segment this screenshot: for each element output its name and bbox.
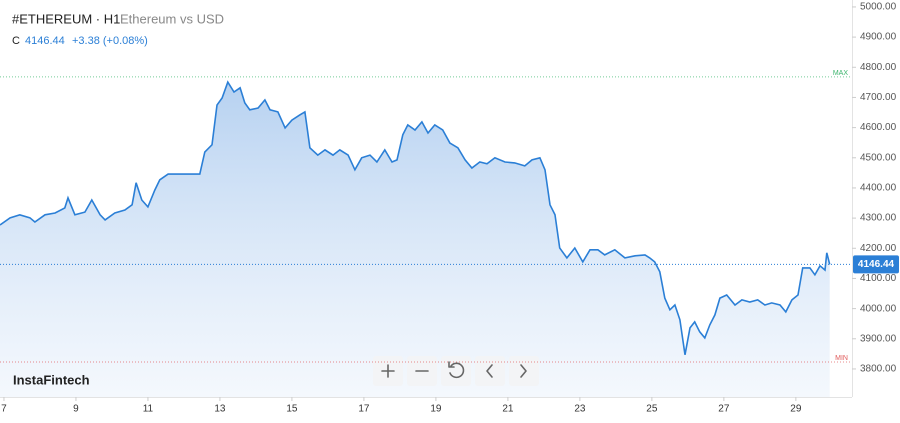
scroll-right-button[interactable] bbox=[509, 356, 539, 386]
x-tick-label: 19 bbox=[430, 404, 442, 415]
toolbar bbox=[373, 356, 539, 386]
chart-subtitle: Ethereum vs USD bbox=[120, 11, 224, 26]
last-price-box bbox=[853, 255, 899, 274]
y-tick-label: 4600.00 bbox=[860, 122, 897, 133]
y-tick-label: 4500.00 bbox=[860, 152, 897, 163]
icon bbox=[520, 364, 527, 378]
icon bbox=[381, 364, 395, 378]
level-label: MIN bbox=[835, 355, 848, 362]
x-tick-label: 27 bbox=[718, 404, 730, 415]
x-tick-label: 25 bbox=[646, 404, 658, 415]
last-price-label: 4146.44 bbox=[858, 259, 895, 270]
x-tick-label: 23 bbox=[574, 404, 586, 415]
y-tick-label: 4200.00 bbox=[860, 243, 897, 254]
reset-button[interactable] bbox=[441, 356, 471, 386]
x-tick-label: 13 bbox=[214, 404, 226, 415]
y-tick-label: 4700.00 bbox=[860, 92, 897, 103]
y-tick-label: 5000.00 bbox=[860, 2, 897, 13]
x-tick-label: 21 bbox=[502, 404, 514, 415]
x-tick-label: 29 bbox=[790, 404, 802, 415]
y-tick-label: 4300.00 bbox=[860, 213, 897, 224]
area-fill bbox=[0, 82, 830, 397]
y-tick-label: 4100.00 bbox=[860, 273, 897, 284]
y-tick-label: 4000.00 bbox=[860, 303, 897, 314]
x-tick-label: 11 bbox=[143, 404, 154, 415]
level-label: MAX bbox=[833, 70, 849, 77]
brand: InstaFintech bbox=[13, 372, 90, 387]
y-tick-label: 4900.00 bbox=[860, 32, 897, 43]
icon bbox=[486, 364, 493, 378]
x-tick-label: 15 bbox=[286, 404, 298, 415]
y-tick-label: 4400.00 bbox=[860, 183, 897, 194]
price-change: +3.38 (+0.08%) bbox=[72, 35, 148, 47]
y-tick-label: 3900.00 bbox=[860, 333, 897, 344]
chart-title: #ETHEREUM · H1 bbox=[12, 11, 120, 26]
y-tick-label: 3800.00 bbox=[860, 364, 897, 375]
x-tick-label: 9 bbox=[73, 404, 79, 415]
icon bbox=[448, 361, 465, 379]
close-prefix: C bbox=[12, 35, 20, 47]
y-tick-label: 4800.00 bbox=[860, 62, 897, 73]
price-line bbox=[0, 80, 831, 355]
last-price: 4146.44 bbox=[25, 35, 65, 47]
x-tick-label: 7 bbox=[1, 404, 7, 415]
x-tick-label: 17 bbox=[358, 404, 370, 415]
scroll-left-button[interactable] bbox=[475, 356, 505, 386]
plot-area bbox=[0, 80, 831, 397]
